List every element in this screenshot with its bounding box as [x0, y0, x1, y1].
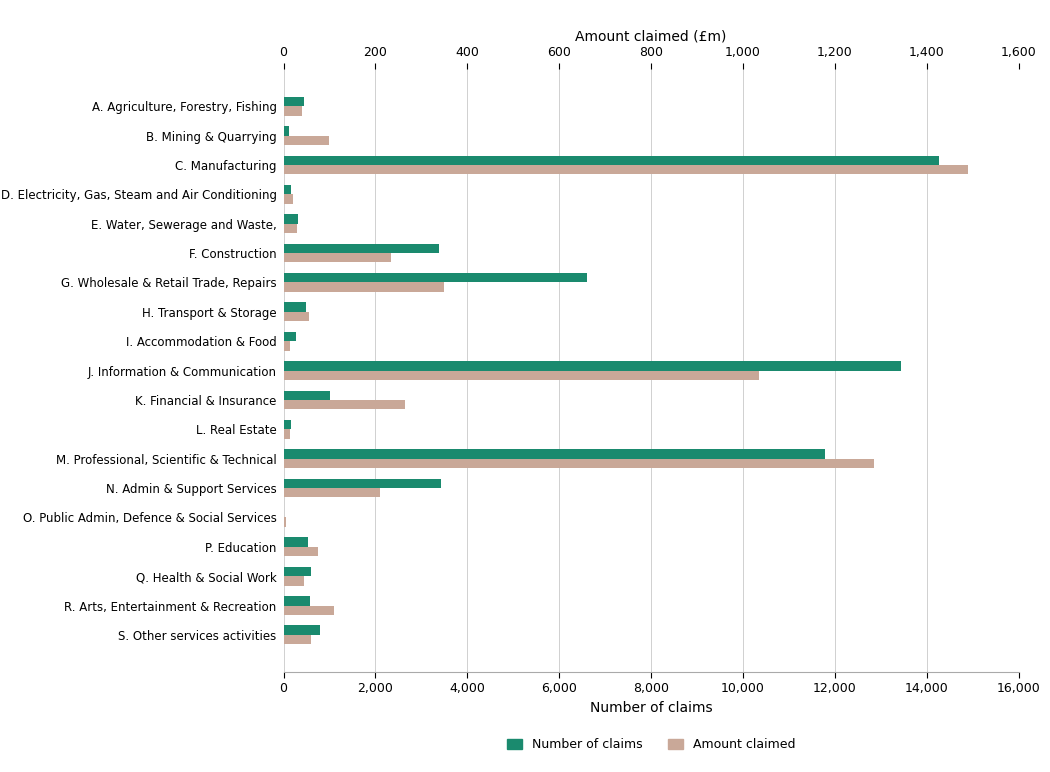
Bar [284, 596, 310, 605]
Bar [284, 391, 331, 400]
Bar [284, 215, 298, 224]
X-axis label: Amount claimed (£m): Amount claimed (£m) [575, 29, 727, 43]
Bar [284, 165, 968, 174]
Bar [284, 547, 318, 556]
Bar [284, 341, 291, 350]
Legend: Number of claims, Amount claimed: Number of claims, Amount claimed [507, 738, 795, 751]
Bar [284, 517, 286, 527]
Bar [284, 488, 380, 497]
Bar [284, 126, 289, 136]
Bar [284, 479, 441, 488]
Bar [284, 107, 302, 116]
Bar [284, 195, 293, 204]
X-axis label: Number of claims: Number of claims [590, 701, 712, 715]
Bar [284, 273, 587, 283]
Bar [284, 224, 297, 233]
Bar [284, 429, 291, 438]
Bar [284, 303, 306, 312]
Bar [284, 635, 311, 645]
Bar [284, 136, 330, 145]
Bar [284, 312, 309, 321]
Bar [284, 605, 334, 615]
Bar [284, 253, 392, 262]
Bar [284, 361, 901, 371]
Bar [284, 185, 291, 195]
Bar [284, 156, 940, 165]
Bar [284, 96, 304, 107]
Bar [284, 537, 308, 547]
Bar [284, 576, 304, 585]
Bar [284, 459, 874, 468]
Bar [284, 625, 320, 635]
Bar [284, 332, 296, 341]
Bar [284, 283, 444, 292]
Bar [284, 449, 824, 459]
Bar [284, 244, 439, 253]
Bar [284, 371, 759, 380]
Bar [284, 567, 311, 576]
Bar [284, 400, 405, 409]
Bar [284, 420, 291, 429]
